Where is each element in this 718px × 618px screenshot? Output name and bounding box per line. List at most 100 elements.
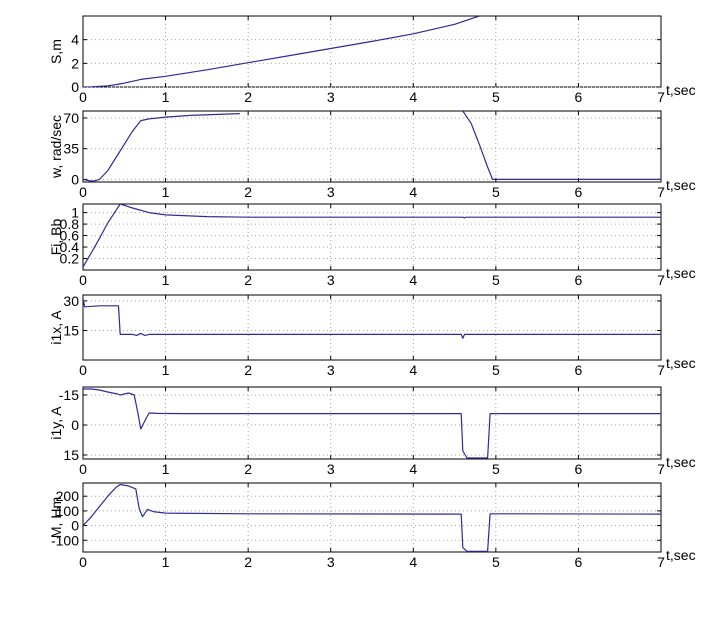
series-line [83,388,661,459]
x-tick-label: 3 [327,554,335,570]
y-tick-label: 0 [71,417,79,433]
subplot-1: 0 1 2 3 4 5 6 7 0 2 4 t,sec S,m [48,15,696,105]
plot-area [82,482,662,553]
y-tick-label: 70 [63,110,79,126]
plot-area [82,294,662,361]
x-tick-label: 5 [492,461,500,477]
x-axis-label: t,sec [666,547,696,563]
series-line [83,113,240,182]
y-tick-label: 15 [63,322,79,338]
y-tick-label: 200 [56,488,80,504]
x-tick-label: 0 [79,362,87,378]
x-tick-label: 4 [409,362,417,378]
x-tick-label: 4 [409,554,417,570]
y-tick-label: -100 [51,532,79,548]
x-tick-label: 0 [79,461,87,477]
x-tick-label: 4 [409,89,417,105]
x-tick-label: 7 [657,362,665,378]
x-tick-label: 3 [327,461,335,477]
x-tick-label: 3 [327,184,335,200]
y-tick-label: 0.4 [60,239,80,255]
series-line [83,298,661,339]
x-tick-label: 5 [492,184,500,200]
y-axis-label: M, Hm [48,497,64,538]
x-tick-label: 2 [244,89,252,105]
x-axis-label: t,sec [666,265,696,281]
series-line [83,16,480,87]
plot-area [82,386,662,460]
x-tick-label: 2 [244,461,252,477]
y-axis-label: w, rad/sec [48,115,64,179]
x-tick-label: 1 [162,272,170,288]
x-axis-label: t,sec [666,355,696,371]
x-tick-label: 5 [492,89,500,105]
x-tick-label: 7 [657,461,665,477]
series-line [462,111,661,180]
x-tick-label: 1 [162,461,170,477]
y-axis-label: Fi, Bb [48,219,64,256]
x-tick-label: 5 [492,272,500,288]
x-tick-label: 2 [244,554,252,570]
y-tick-label: 15 [63,447,79,463]
y-tick-label: 1 [71,205,79,221]
x-tick-label: 7 [657,184,665,200]
x-tick-label: 5 [492,362,500,378]
y-tick-label: 0 [71,171,79,187]
x-tick-label: 2 [244,184,252,200]
x-tick-label: 6 [575,554,583,570]
y-tick-label: 0 [71,518,79,534]
x-tick-label: 1 [162,554,170,570]
x-axis-label: t,sec [666,177,696,193]
x-tick-label: 3 [327,272,335,288]
x-tick-label: 0 [79,272,87,288]
y-tick-label: 4 [71,32,79,48]
x-tick-label: 4 [409,184,417,200]
x-tick-label: 6 [575,461,583,477]
x-tick-label: 1 [162,89,170,105]
y-tick-label: 2 [71,55,79,71]
x-axis-label: t,sec [666,454,696,470]
y-tick-label: 0.8 [60,216,80,232]
x-tick-label: 0 [79,89,87,105]
x-tick-label: 3 [327,89,335,105]
x-tick-label: 0 [79,184,87,200]
x-tick-label: 1 [162,184,170,200]
series-line [83,204,661,268]
y-tick-label: 35 [63,141,79,157]
x-tick-label: 7 [657,89,665,105]
y-axis-label: i1y, A [48,406,64,440]
plot-area [82,110,662,183]
plot-area [82,203,662,271]
x-tick-label: 1 [162,362,170,378]
y-axis-label: i1x, A [48,310,64,345]
y-tick-label: 100 [56,503,80,519]
x-tick-label: 6 [575,362,583,378]
y-tick-label: 30 [63,293,79,309]
x-tick-label: 5 [492,554,500,570]
x-tick-label: 4 [409,461,417,477]
x-tick-label: 6 [575,272,583,288]
x-tick-label: 2 [244,362,252,378]
y-tick-label: 0.2 [60,251,80,267]
x-tick-label: 6 [575,89,583,105]
x-tick-label: 4 [409,272,417,288]
x-tick-label: 7 [657,272,665,288]
series-line [83,483,661,552]
y-axis-label: S,m [48,39,64,64]
x-tick-label: 7 [657,554,665,570]
x-tick-label: 6 [575,184,583,200]
x-axis-label: t,sec [666,82,696,98]
plot-area [82,15,662,88]
y-tick-label: -15 [59,387,79,403]
x-tick-label: 2 [244,272,252,288]
y-tick-label: 0.6 [60,228,80,244]
x-tick-label: 3 [327,362,335,378]
y-tick-label: 0 [71,79,79,95]
subplot-4: 0 1 2 3 4 5 6 7 15 30 t,sec i1x, A [48,293,696,378]
x-tick-label: 0 [79,554,87,570]
